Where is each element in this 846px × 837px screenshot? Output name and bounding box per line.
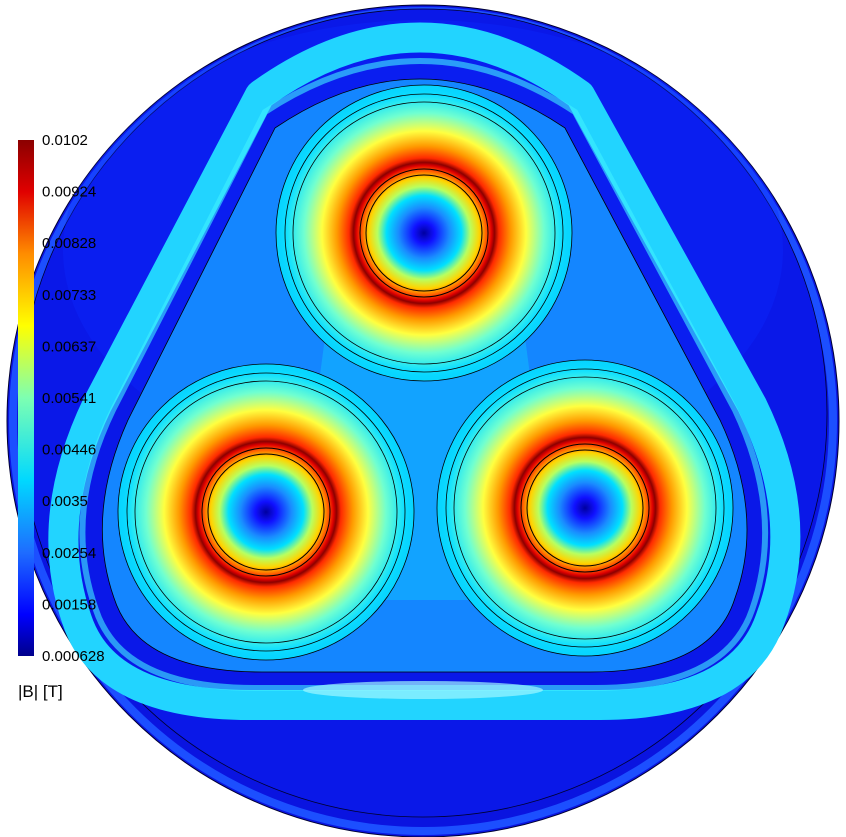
colorbar-tick-label: 0.00828 bbox=[42, 235, 96, 252]
conductor-top bbox=[275, 84, 573, 382]
colorbar-gradient bbox=[18, 140, 34, 656]
conductor-bottom-right bbox=[436, 359, 734, 657]
colorbar-tick-label: 0.00158 bbox=[42, 596, 96, 613]
colorbar-tick-label: 0.000628 bbox=[42, 648, 105, 665]
colorbar-tick-label: 0.00446 bbox=[42, 442, 96, 459]
colorbar-tick-label: 0.0035 bbox=[42, 493, 88, 510]
armour-band bbox=[48, 22, 801, 720]
colorbar-ticks: 0.0102 0.00924 0.00828 0.00733 0.00637 0.0054… bbox=[42, 132, 105, 665]
colorbar-tick-label: 0.00733 bbox=[42, 287, 96, 304]
colorbar-tick-label: 0.00924 bbox=[42, 184, 96, 201]
conductor-bottom-left bbox=[117, 363, 415, 661]
colorbar-tick-label: 0.00254 bbox=[42, 545, 96, 562]
colorbar-tick-label: 0.00541 bbox=[42, 390, 96, 407]
colorbar: 0.0102 0.00924 0.00828 0.00733 0.00637 0.0054… bbox=[18, 132, 105, 701]
colorbar-tick-label: 0.00637 bbox=[42, 338, 96, 355]
colorbar-tick-label: 0.0102 bbox=[42, 132, 88, 149]
colorbar-unit-label: |B| [T] bbox=[18, 682, 63, 701]
